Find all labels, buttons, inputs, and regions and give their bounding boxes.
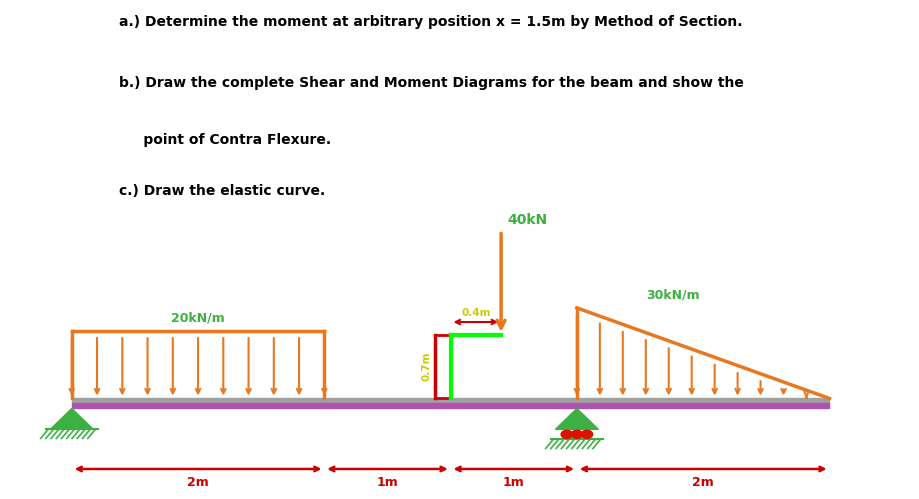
Text: 1m: 1m bbox=[377, 476, 398, 489]
Text: 40kN: 40kN bbox=[507, 213, 548, 227]
Text: 30kN/m: 30kN/m bbox=[646, 288, 700, 301]
Text: D: D bbox=[571, 412, 583, 426]
Circle shape bbox=[582, 430, 593, 439]
Bar bbox=[72, 404, 830, 409]
Text: c.) Draw the elastic curve.: c.) Draw the elastic curve. bbox=[119, 184, 325, 198]
Text: 2m: 2m bbox=[187, 476, 209, 489]
Text: 0.4m: 0.4m bbox=[461, 308, 491, 318]
Text: B: B bbox=[319, 412, 330, 426]
Text: 2m: 2m bbox=[692, 476, 714, 489]
Circle shape bbox=[562, 430, 573, 439]
Text: point of Contra Flexure.: point of Contra Flexure. bbox=[119, 133, 332, 147]
Text: a.) Determine the moment at arbitrary position x = 1.5m by Method of Section.: a.) Determine the moment at arbitrary po… bbox=[119, 15, 743, 29]
Text: E: E bbox=[824, 412, 834, 426]
Text: 0.7m: 0.7m bbox=[422, 352, 432, 381]
Polygon shape bbox=[555, 409, 598, 429]
Text: 20kN/m: 20kN/m bbox=[171, 311, 225, 324]
Text: C: C bbox=[446, 412, 456, 426]
Text: A: A bbox=[66, 412, 77, 426]
Text: b.) Draw the complete Shear and Moment Diagrams for the beam and show the: b.) Draw the complete Shear and Moment D… bbox=[119, 76, 744, 90]
Bar bbox=[72, 398, 830, 404]
Circle shape bbox=[572, 430, 583, 439]
Polygon shape bbox=[51, 409, 93, 429]
Text: 1m: 1m bbox=[503, 476, 525, 489]
